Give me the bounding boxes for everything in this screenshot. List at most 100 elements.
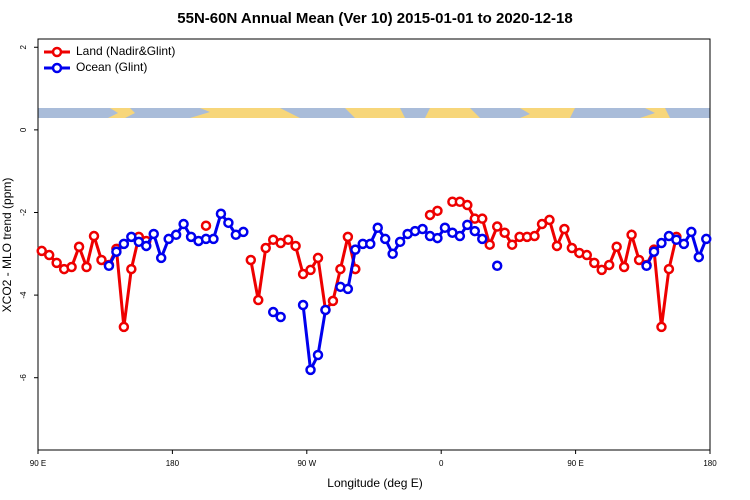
data-point (589, 257, 600, 269)
data-point (342, 283, 354, 295)
data-point (36, 245, 47, 257)
x-tick-label: 180 (703, 459, 717, 468)
data-point (118, 321, 130, 333)
data-point (506, 239, 518, 250)
data-point (477, 213, 488, 224)
data-point (596, 264, 607, 276)
data-point (148, 228, 159, 240)
legend-label: Ocean (Glint) (76, 60, 147, 74)
data-point (648, 246, 660, 257)
data-point (656, 321, 667, 333)
data-point (462, 199, 473, 211)
data-point (633, 254, 645, 266)
data-point (118, 238, 130, 250)
data-point (551, 240, 563, 252)
data-point (342, 231, 354, 243)
data-point (618, 261, 630, 273)
y-axis-label: XCO2 - MLO trend (ppm) (0, 178, 14, 313)
data-point (671, 234, 682, 245)
data-point (626, 229, 637, 241)
data-point (491, 221, 503, 232)
data-point (432, 232, 443, 244)
data-point (686, 226, 697, 238)
data-point (66, 261, 77, 273)
data-point (701, 233, 712, 245)
data-point (372, 222, 383, 234)
data-point (297, 268, 309, 280)
data-point (581, 249, 593, 261)
y-tick-label: -2 (19, 208, 28, 216)
data-point (43, 249, 55, 261)
data-point (320, 304, 331, 316)
x-tick-label: 180 (166, 459, 180, 468)
data-point (365, 238, 376, 250)
data-point (126, 231, 137, 243)
data-point (208, 233, 219, 245)
data-point (491, 260, 503, 272)
data-point (394, 236, 406, 248)
data-point (141, 240, 152, 252)
data-point (111, 246, 122, 257)
data-point (327, 295, 339, 307)
data-point (566, 242, 578, 254)
data-point (155, 252, 167, 264)
data-point (462, 219, 473, 231)
data-point (454, 230, 466, 242)
data-point (663, 263, 675, 275)
data-point (312, 252, 324, 264)
data-point (477, 233, 488, 245)
data-point (484, 239, 495, 250)
data-point (185, 231, 197, 243)
data-point (96, 254, 107, 266)
data-point (641, 260, 652, 272)
data-point (432, 205, 443, 217)
x-tick-label: 90 E (567, 459, 583, 468)
data-point (499, 227, 510, 238)
data-point (88, 230, 100, 242)
data-point (305, 264, 316, 276)
data-point (469, 225, 481, 237)
data-point (245, 254, 257, 266)
plot-frame (37, 38, 711, 451)
data-point (529, 230, 540, 242)
data-point (170, 229, 182, 241)
series-line (41, 200, 678, 328)
data-point (275, 311, 286, 323)
data-point (290, 240, 301, 252)
data-point (73, 241, 85, 253)
legend-marker (51, 62, 63, 74)
legend-marker (51, 46, 63, 58)
x-tick-label: 0 (439, 459, 444, 468)
data-point (424, 209, 436, 221)
data-point (439, 222, 451, 234)
legend-label: Land (Nadir&Glint) (76, 44, 175, 58)
data-point (215, 208, 227, 219)
data-point (260, 242, 271, 254)
data-point (51, 257, 62, 269)
data-point (282, 234, 294, 245)
data-point (200, 220, 212, 231)
data-point (559, 223, 570, 235)
data-point (305, 364, 316, 376)
data-point (103, 260, 115, 272)
data-point (387, 248, 398, 260)
data-point (603, 259, 615, 271)
legend: Land (Nadir&Glint) Ocean (Glint) (44, 44, 175, 74)
data-point (335, 263, 346, 275)
y-tick-label: -6 (19, 374, 28, 382)
data-point (656, 237, 667, 249)
x-tick-label: 90 E (30, 459, 46, 468)
data-point (611, 241, 622, 253)
data-point (693, 251, 705, 263)
data-point (297, 299, 309, 311)
data-point (126, 263, 137, 275)
data-point (350, 244, 361, 255)
data-point (163, 233, 174, 245)
data-point (178, 218, 189, 230)
data-point (544, 214, 555, 226)
data-point (678, 238, 690, 250)
data-point (417, 223, 428, 235)
map-strip (38, 108, 710, 118)
data-point (81, 261, 92, 273)
